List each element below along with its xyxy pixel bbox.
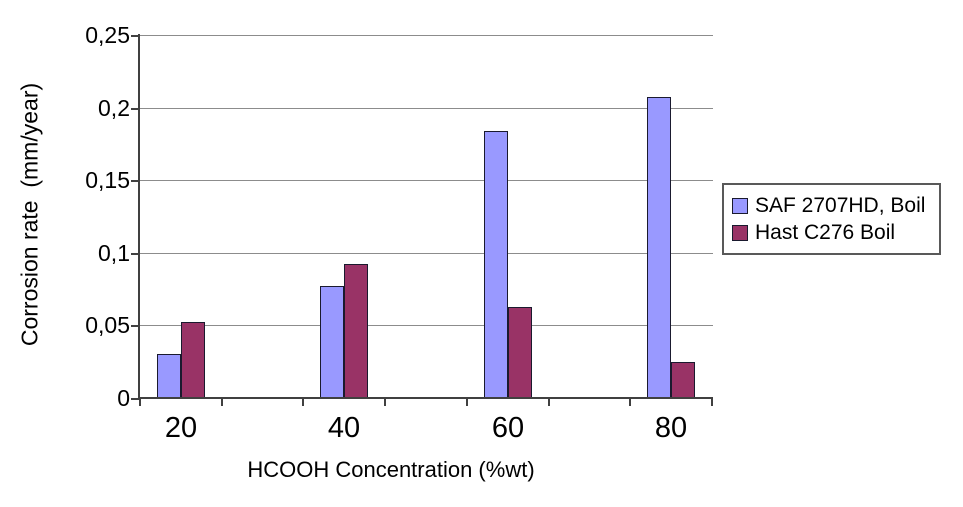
bar-saf2707hd-80: [647, 97, 671, 398]
bar-hastc276-40: [344, 264, 368, 398]
x-axis-title: HCOOH Concentration (%wt): [247, 457, 535, 482]
x-tick: [302, 399, 304, 406]
gridline: [140, 180, 713, 181]
bar-hastc276-80: [671, 362, 695, 398]
y-axis-line: [138, 34, 140, 400]
bar-saf2707hd-20: [157, 354, 181, 398]
y-tick-label: 0,2: [98, 95, 130, 121]
y-tick: [131, 180, 138, 182]
legend-item-hastc276: Hast C276 Boil: [732, 219, 933, 246]
x-tick-label: 60: [491, 412, 525, 444]
y-tick-label: 0,25: [85, 22, 130, 48]
gridline: [140, 253, 713, 254]
y-tick: [131, 253, 138, 255]
x-tick: [548, 399, 550, 406]
x-tick: [221, 399, 223, 406]
x-tick-label: 40: [327, 412, 361, 444]
y-tick-label: 0,05: [85, 312, 130, 338]
x-tick: [711, 399, 713, 406]
bar-hastc276-60: [508, 307, 532, 398]
x-tick-label: 20: [164, 412, 198, 444]
x-axis-line: [138, 397, 713, 399]
x-tick: [139, 399, 141, 406]
legend-item-saf2707hd: SAF 2707HD, Boil: [732, 192, 933, 219]
y-tick-label: 0,1: [98, 240, 130, 266]
bar-saf2707hd-60: [484, 131, 508, 398]
x-tick-label: 80: [654, 412, 688, 444]
legend-swatch-icon: [732, 197, 748, 214]
y-tick: [131, 108, 138, 110]
gridline: [140, 325, 713, 326]
y-tick: [131, 325, 138, 327]
y-tick: [131, 35, 138, 37]
x-tick: [629, 399, 631, 406]
y-tick-label: 0,15: [85, 167, 130, 193]
bar-saf2707hd-40: [320, 286, 344, 398]
x-tick: [466, 399, 468, 406]
gridline: [140, 35, 713, 36]
y-tick: [131, 398, 138, 400]
legend-label: SAF 2707HD, Boil: [755, 193, 926, 217]
legend-label: Hast C276 Boil: [755, 220, 896, 244]
bar-hastc276-20: [181, 322, 205, 398]
gridline: [140, 108, 713, 109]
y-tick-label: 0: [117, 385, 130, 411]
legend: SAF 2707HD, Boil Hast C276 Boil: [722, 183, 941, 255]
x-tick: [384, 399, 386, 406]
legend-swatch-icon: [732, 224, 748, 241]
